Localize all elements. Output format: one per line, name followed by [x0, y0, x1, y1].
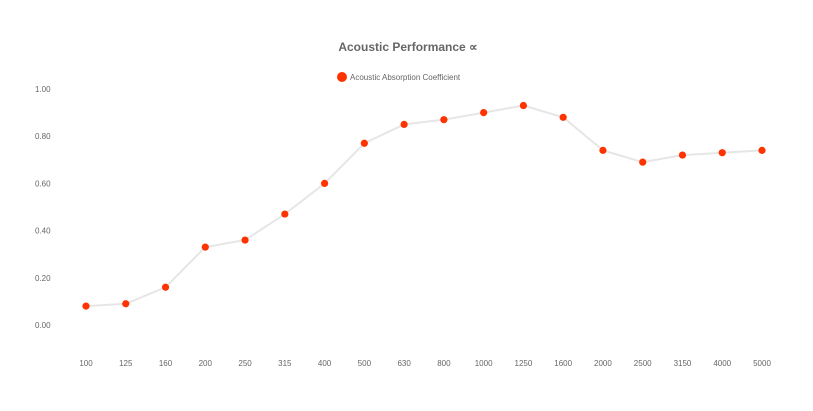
y-tick-label: 0.40: [35, 227, 51, 236]
y-tick-label: 0.80: [35, 132, 51, 141]
x-axis: 100 125 160 200 250 315 400 500 630 800 1000 1250 16…: [79, 359, 771, 368]
data-point[interactable]: [599, 146, 607, 154]
x-tick-label: 630: [397, 359, 411, 368]
x-tick-label: 1600: [554, 359, 572, 368]
data-point[interactable]: [718, 149, 726, 157]
y-tick-label: 0.00: [35, 321, 51, 330]
data-point[interactable]: [201, 243, 209, 251]
series-layer: [82, 101, 766, 310]
x-tick-label: 125: [119, 359, 133, 368]
data-point[interactable]: [559, 113, 567, 121]
y-axis: 0.00 0.20 0.40 0.60 0.80 1.00: [35, 85, 51, 330]
data-point[interactable]: [82, 302, 90, 310]
legend[interactable]: Acoustic Absorption Coefficient: [337, 72, 461, 82]
x-tick-label: 3150: [674, 359, 692, 368]
data-point[interactable]: [360, 139, 368, 147]
legend-marker: [337, 72, 347, 82]
data-point[interactable]: [440, 116, 448, 124]
x-tick-label: 160: [159, 359, 173, 368]
data-point[interactable]: [758, 146, 766, 154]
x-tick-label: 2000: [594, 359, 612, 368]
data-point[interactable]: [320, 179, 329, 187]
x-tick-label: 400: [318, 359, 332, 368]
x-tick-label: 1250: [515, 359, 533, 368]
x-tick-label: 800: [437, 359, 451, 368]
x-tick-label: 1000: [475, 359, 493, 368]
y-tick-label: 0.20: [35, 274, 51, 283]
data-point[interactable]: [519, 101, 528, 110]
y-tick-label: 1.00: [35, 85, 51, 94]
x-tick-label: 2500: [634, 359, 652, 368]
x-tick-label: 5000: [753, 359, 771, 368]
data-point[interactable]: [400, 120, 408, 128]
legend-label: Acoustic Absorption Coefficient: [350, 73, 461, 82]
data-point[interactable]: [678, 151, 687, 159]
data-point[interactable]: [480, 109, 488, 117]
data-point[interactable]: [639, 158, 647, 166]
y-tick-label: 0.60: [35, 179, 51, 188]
data-point[interactable]: [161, 283, 170, 291]
x-tick-label: 200: [199, 359, 213, 368]
data-point[interactable]: [122, 300, 130, 308]
x-tick-label: 100: [79, 359, 93, 368]
series-line: [85, 104, 763, 308]
chart-title: Acoustic Performance ∝: [338, 40, 477, 54]
data-point[interactable]: [281, 210, 289, 218]
x-tick-label: 4000: [713, 359, 731, 368]
x-tick-label: 315: [278, 359, 292, 368]
data-point[interactable]: [241, 236, 249, 244]
x-tick-label: 250: [238, 359, 252, 368]
x-tick-label: 500: [358, 359, 372, 368]
